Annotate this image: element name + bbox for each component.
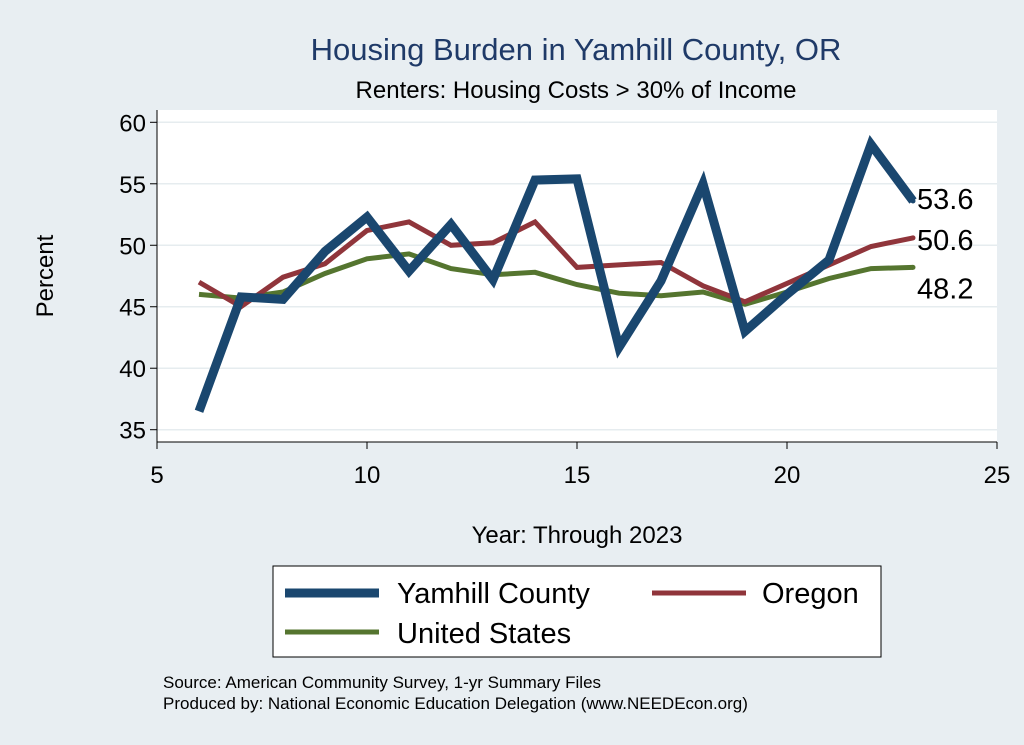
x-tick-label-5: 5 — [150, 462, 163, 489]
end-label-oregon: 50.6 — [917, 225, 973, 257]
end-point-oregon — [910, 235, 916, 241]
series-line-yamhill-county — [194, 134, 917, 413]
legend-label-oregon: Oregon — [762, 578, 859, 610]
producer-note: Produced by: National Economic Education… — [163, 694, 748, 713]
end-point-united-states — [910, 264, 916, 270]
legend-box — [272, 565, 882, 658]
y-tick-label-55: 55 — [119, 172, 146, 199]
plot-area — [157, 110, 997, 442]
y-tick-label-60: 60 — [119, 110, 146, 137]
y-tick-label-35: 35 — [119, 418, 146, 445]
grid-lines — [157, 121, 997, 431]
legend-label-yamhill-county: Yamhill County — [397, 578, 590, 610]
x-tick-label-10: 10 — [354, 462, 381, 489]
source-note: Source: American Community Survey, 1-yr … — [163, 673, 601, 692]
end-label-yamhill-county: 53.6 — [917, 184, 973, 216]
end-labels: 53.6 50.6 48.2 — [917, 184, 973, 305]
x-tick-label-15: 15 — [564, 462, 591, 489]
x-axis-title: Year: Through 2023 — [472, 522, 683, 549]
x-tick-label-20: 20 — [774, 462, 801, 489]
end-label-united-states: 48.2 — [917, 273, 973, 305]
y-tick-label-50: 50 — [119, 233, 146, 260]
chart-title: Housing Burden in Yamhill County, OR — [311, 32, 842, 67]
y-tick-label-45: 45 — [119, 295, 146, 322]
legend-label-united-states: United States — [397, 618, 571, 650]
series-layer — [194, 134, 917, 413]
y-axis-title: Percent — [32, 234, 59, 317]
legend: Yamhill County Oregon United States — [272, 565, 882, 658]
y-tick-label-40: 40 — [119, 356, 146, 383]
x-tick-label-25: 25 — [984, 462, 1011, 489]
end-point-yamhill-county — [910, 198, 916, 204]
chart-subtitle: Renters: Housing Costs > 30% of Income — [356, 77, 797, 104]
axes: 35 40 45 50 55 60 5 10 15 20 25 — [119, 110, 1010, 489]
